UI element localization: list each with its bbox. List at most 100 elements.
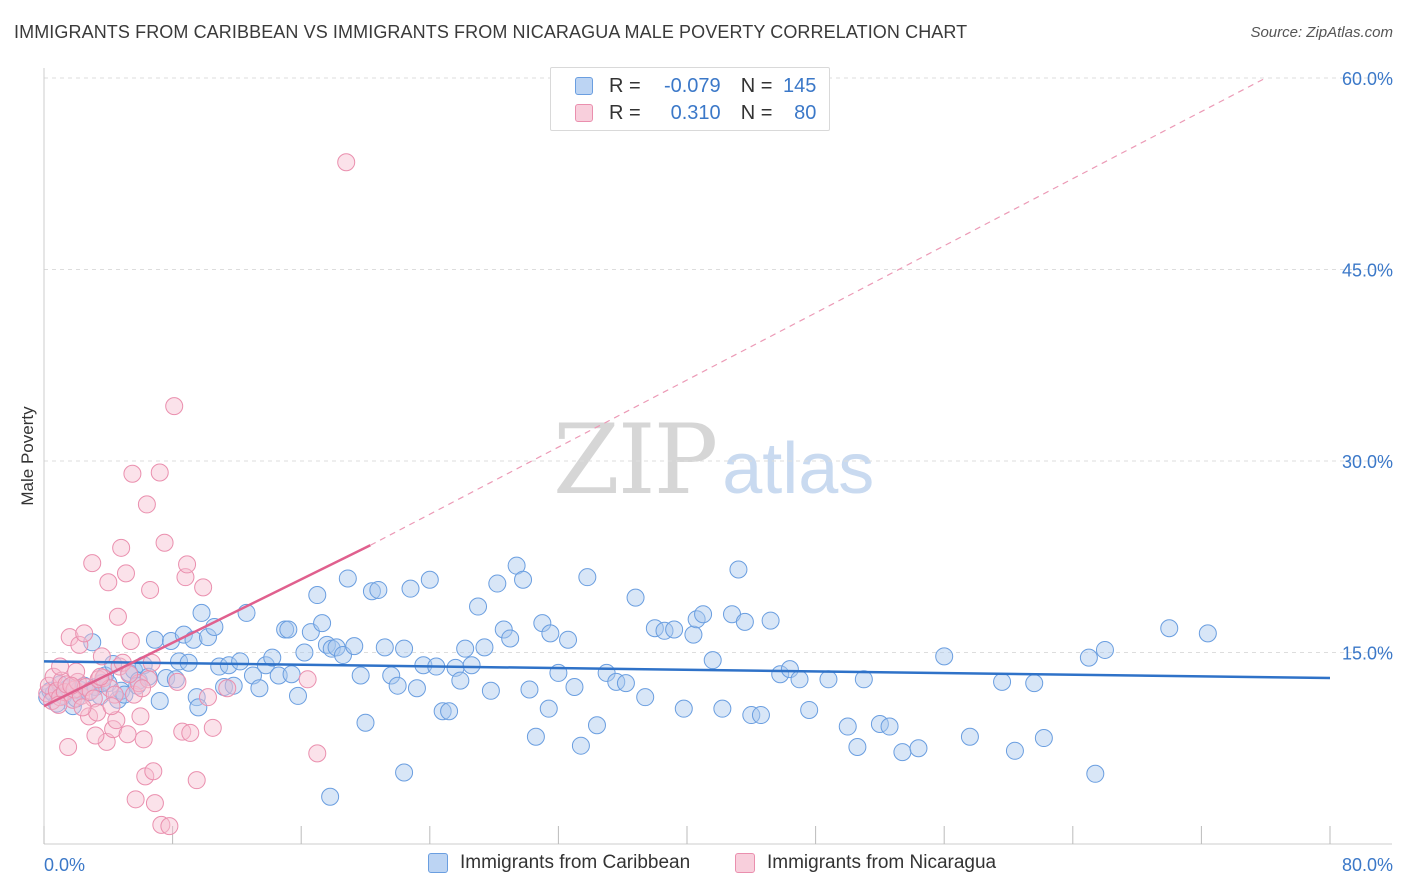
caribbean-point: [440, 702, 459, 721]
nicaragua-point: [133, 679, 152, 698]
caribbean-point: [420, 570, 439, 589]
caribbean-point: [338, 569, 357, 588]
nicaragua-point: [100, 679, 119, 698]
nicaragua-point: [73, 698, 92, 717]
caribbean-point: [481, 681, 500, 700]
chart-title: IMMIGRANTS FROM CARIBBEAN VS IMMIGRANTS …: [14, 22, 968, 42]
caribbean-point: [469, 597, 488, 616]
caribbean-point: [838, 717, 857, 736]
caribbean-point: [198, 628, 217, 647]
caribbean-point: [800, 700, 819, 719]
caribbean-point: [539, 699, 558, 718]
legend-n-label: N =: [740, 101, 773, 124]
nicaragua-trend-line: [43, 544, 371, 708]
caribbean-point: [909, 739, 928, 758]
caribbean-point: [157, 669, 176, 688]
nicaragua-point: [70, 635, 89, 654]
caribbean-point: [501, 629, 520, 648]
caribbean-point: [388, 676, 407, 695]
caribbean-point: [703, 651, 722, 670]
caribbean-point: [674, 699, 693, 718]
legend-row-caribbean: R = -0.079 N = 145: [575, 74, 816, 98]
caribbean-point: [790, 670, 809, 689]
caribbean-point: [684, 625, 703, 644]
watermark: ZIPatlas: [553, 404, 874, 516]
legend-n-value: 145: [783, 74, 817, 97]
y-tick-label: 30.0%: [1342, 452, 1393, 472]
nicaragua-point: [120, 665, 139, 684]
nicaragua-point: [194, 578, 213, 597]
caribbean-point: [1079, 648, 1098, 667]
caribbean-point: [288, 686, 307, 705]
caribbean-point: [462, 656, 481, 675]
nicaragua-point: [168, 672, 187, 691]
caribbean-point: [433, 702, 452, 721]
nicaragua-point: [118, 725, 137, 744]
caribbean-point: [854, 670, 873, 689]
y-axis-label: Male Poverty: [18, 406, 37, 506]
nicaragua-point: [218, 679, 237, 698]
nicaragua-point: [92, 647, 111, 666]
caribbean-point: [375, 638, 394, 657]
nicaragua-point: [145, 794, 164, 813]
caribbean-point: [1198, 624, 1217, 643]
caribbean-point: [1005, 741, 1024, 760]
legend-n-value: 80: [794, 101, 817, 124]
nicaragua-point: [150, 463, 169, 482]
nicaragua-point: [116, 564, 135, 583]
y-tick-label: 15.0%: [1342, 644, 1393, 664]
watermark-zip: ZIP: [553, 404, 718, 516]
caribbean-point: [145, 630, 164, 649]
nicaragua-point: [121, 632, 140, 651]
caribbean-point: [321, 787, 340, 806]
caribbean-point: [514, 570, 533, 589]
caribbean-trend-line: [43, 660, 1331, 680]
caribbean-point: [327, 638, 346, 657]
nicaragua-point: [165, 397, 184, 416]
legend-item-nicaragua[interactable]: Immigrants from Nicaragua: [735, 852, 996, 874]
legend-label-nicaragua: Immigrants from Nicaragua: [767, 852, 997, 873]
legend-label-caribbean: Immigrants from Caribbean: [460, 852, 691, 873]
caribbean-point: [192, 603, 211, 622]
caribbean-point: [263, 648, 282, 667]
caribbean-point: [345, 637, 364, 656]
legend-item-caribbean[interactable]: Immigrants from Caribbean: [428, 852, 690, 874]
caribbean-point: [848, 737, 867, 756]
caribbean-point: [742, 706, 761, 725]
nicaragua-point: [102, 697, 121, 716]
caribbean-point: [279, 620, 298, 639]
nicaragua-point: [178, 555, 197, 574]
nicaragua-point: [112, 538, 131, 557]
nicaragua-point: [160, 817, 179, 836]
caribbean-point: [362, 582, 381, 601]
caribbean-point: [475, 638, 494, 657]
legend-n-label: N =: [740, 74, 773, 97]
caribbean-point: [210, 657, 229, 676]
legend-r-value: -0.079: [663, 74, 721, 97]
legend-r-label: R =: [609, 101, 641, 124]
caribbean-point: [636, 688, 655, 707]
nicaragua-point: [60, 628, 79, 647]
caribbean-point: [369, 580, 388, 599]
nicaragua-point: [203, 718, 222, 737]
caribbean-point: [880, 717, 899, 736]
caribbean-point: [559, 630, 578, 649]
caribbean-point: [313, 614, 332, 633]
caribbean-point: [713, 699, 732, 718]
caribbean-point: [1086, 764, 1105, 783]
caribbean-point: [935, 647, 954, 666]
caribbean-point: [451, 671, 470, 690]
nicaragua-point: [155, 533, 174, 552]
nicaragua-point: [134, 730, 153, 749]
caribbean-point: [607, 672, 626, 691]
caribbean-point: [407, 679, 426, 698]
caribbean-point: [1160, 619, 1179, 638]
caribbean-point: [282, 665, 301, 684]
x-tick-label: 0.0%: [44, 855, 85, 875]
nicaragua-point: [144, 762, 163, 781]
caribbean-point: [150, 692, 169, 711]
caribbean-point: [571, 736, 590, 755]
y-tick-label: 45.0%: [1342, 261, 1393, 281]
watermark-atlas: atlas: [722, 429, 875, 509]
